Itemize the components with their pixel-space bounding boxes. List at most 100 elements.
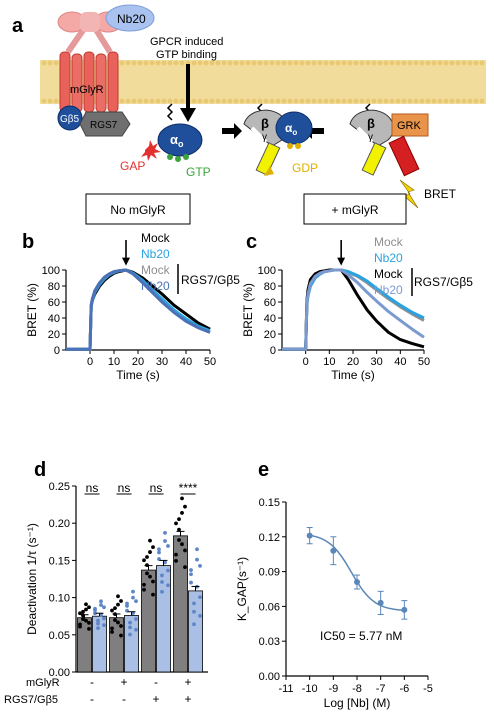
- chart-d-point: [81, 617, 85, 621]
- chart-e-y-axis-label: K_GAP(s⁻¹): [235, 557, 249, 621]
- lipid-head: [468, 61, 473, 66]
- lipid-head: [126, 99, 131, 104]
- chart-d-point: [198, 595, 202, 599]
- chart-d-point: [116, 594, 120, 598]
- lipid-head: [474, 61, 479, 66]
- chart-d-point: [128, 621, 132, 625]
- chart-d-y-tick-label: 0.20: [49, 518, 70, 530]
- row1-sign-1: -: [90, 675, 94, 689]
- gtp-label: GTP: [186, 165, 211, 179]
- lipid-head: [336, 61, 341, 66]
- lipid-head: [180, 99, 185, 104]
- chart-d-point: [84, 602, 88, 606]
- chart-e-point: [330, 548, 336, 554]
- lipid-head: [432, 61, 437, 66]
- chart-d-y-tick-label: 0.15: [49, 555, 70, 567]
- chart-e-y-tick-label: 0.12: [259, 532, 280, 544]
- lipid-head: [138, 61, 143, 66]
- lipid-head: [198, 99, 203, 104]
- chart-d-point: [145, 571, 149, 575]
- chart-d-point: [142, 583, 146, 587]
- chart-d-point: [183, 505, 187, 509]
- lipid-head: [438, 99, 443, 104]
- chart-b-y-tick-label: 0: [54, 345, 60, 357]
- chart-d-y-tick-label: 0.25: [49, 481, 70, 493]
- chart-d-point: [163, 539, 167, 543]
- lipid-head: [354, 61, 359, 66]
- membrane: [40, 60, 486, 104]
- chart-d-point: [177, 538, 181, 542]
- legend-b-item-4: Nb20: [141, 279, 170, 293]
- nb20-label: Nb20: [117, 12, 146, 26]
- ic50-annotation: IC50 = 5.77 nM: [320, 629, 402, 643]
- chart-b-x-tick-label: 20: [132, 356, 144, 368]
- chart-d-point: [192, 622, 196, 626]
- chart-d-point: [166, 544, 170, 548]
- chart-e-x-tick-label: -9: [328, 683, 338, 695]
- chart-b-y-tick-label: 40: [48, 313, 60, 325]
- legend-b-item-3: Mock: [141, 263, 171, 277]
- chart-c-y-tick-label: 100: [258, 265, 276, 277]
- chart-d-point: [113, 606, 117, 610]
- lipid-head: [438, 61, 443, 66]
- lipid-head: [372, 61, 377, 66]
- chart-c-series-1-line: [282, 270, 424, 349]
- legend-b-item-2: Nb20: [141, 247, 170, 261]
- lipid-head: [246, 61, 251, 66]
- chart-e-point: [401, 607, 407, 613]
- lipid-head: [276, 99, 281, 104]
- chart-b-y-tick-label: 100: [42, 265, 60, 277]
- chart-d-point: [189, 572, 193, 576]
- chart-c-x-tick-label: 50: [418, 356, 430, 368]
- chart-d-point: [198, 614, 202, 618]
- chart-d-point: [110, 627, 114, 631]
- chart-d-point: [145, 555, 149, 559]
- chart-d-significance-label: ns: [86, 481, 99, 495]
- lipid-head: [360, 61, 365, 66]
- chart-d-point: [113, 618, 117, 622]
- lipid-head: [270, 99, 275, 104]
- beta-label-1: β: [261, 116, 269, 131]
- lipid-head: [456, 61, 461, 66]
- lipid-head: [288, 99, 293, 104]
- chart-d-point: [134, 599, 138, 603]
- chart-b-y-tick-label: 80: [48, 281, 60, 293]
- lipid-head: [228, 99, 233, 104]
- chart-e-x-tick-label: -10: [302, 683, 318, 695]
- chart-e-fit-curve: [310, 535, 405, 610]
- chart-b-x-tick-label: 0: [87, 356, 93, 368]
- row1-sign-2: +: [120, 675, 127, 689]
- gb5-label: Gβ5: [60, 114, 80, 125]
- lipid-head: [54, 61, 59, 66]
- lipid-head: [240, 99, 245, 104]
- chart-e-y-tick-label: 0.06: [259, 601, 280, 613]
- lipid-head: [168, 61, 173, 66]
- lipid-head: [144, 99, 149, 104]
- lipid-head: [228, 61, 233, 66]
- lipid-head: [372, 99, 377, 104]
- chart-d-point: [189, 581, 193, 585]
- chart-d-point: [183, 549, 187, 553]
- lipid-head: [204, 61, 209, 66]
- lipid-head: [156, 61, 161, 66]
- lipid-head: [384, 99, 389, 104]
- lipid-head: [408, 61, 413, 66]
- chart-d-point: [148, 575, 152, 579]
- lipid-head: [192, 61, 197, 66]
- chart-b-y-tick-label: 20: [48, 329, 60, 341]
- lipid-head: [234, 99, 239, 104]
- chart-e-x-tick-label: -5: [423, 683, 433, 695]
- gap-label: GAP: [120, 159, 145, 173]
- chart-e-point: [307, 533, 313, 539]
- chart-d-point: [157, 547, 161, 551]
- chart-d-point: [192, 610, 196, 614]
- rgs7-label: RGS7: [90, 120, 118, 131]
- chart-c-y-tick-label: 80: [264, 281, 276, 293]
- chart-d-point: [102, 623, 106, 627]
- chart-d-point: [160, 574, 164, 578]
- box-no-mglyr-label: No mGlyR: [110, 203, 166, 217]
- legend-c-item-2: Nb20: [374, 251, 403, 265]
- lipid-head: [366, 61, 371, 66]
- chart-d-point: [125, 604, 129, 608]
- state-arrow-1: [222, 123, 242, 139]
